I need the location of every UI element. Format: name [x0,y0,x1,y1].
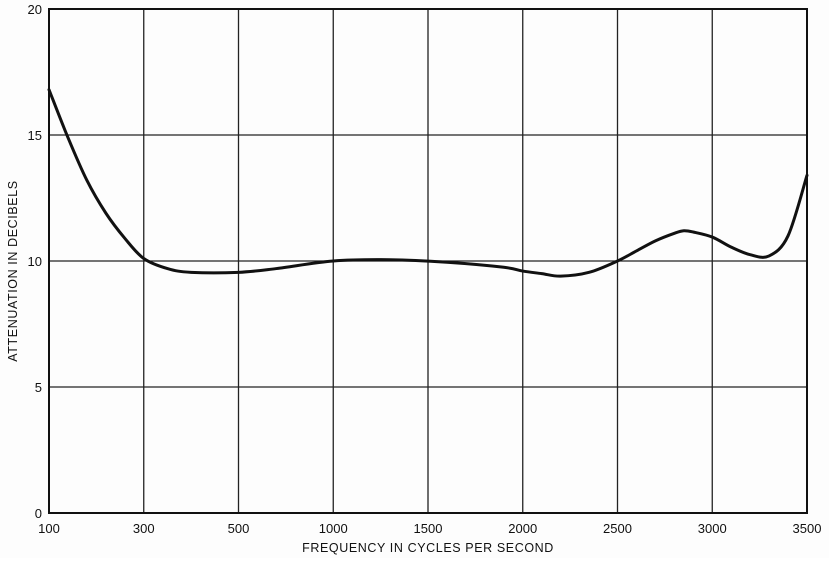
y-axis-title: ATTENUATION IN DECIBELS [6,180,20,361]
x-tick-label: 2000 [508,521,537,536]
x-tick-label: 1500 [414,521,443,536]
y-tick-label: 0 [35,506,42,521]
series-line-attenuation [47,88,809,278]
y-tick-label: 20 [28,2,42,17]
x-tick-label: 300 [133,521,155,536]
x-tick-label: 3000 [698,521,727,536]
x-tick-labels: 100 300 500 1000 1500 2000 2500 3000 3500 [38,521,821,536]
x-axis-title: FREQUENCY IN CYCLES PER SECOND [302,541,554,555]
y-tick-label: 5 [35,380,42,395]
y-tick-labels: 0 5 10 15 20 [28,2,42,521]
y-tick-label: 10 [28,254,42,269]
x-tick-label: 2500 [603,521,632,536]
x-tick-label: 1000 [319,521,348,536]
x-tick-label: 100 [38,521,60,536]
x-tick-label: 3500 [793,521,822,536]
plot-area-frame [48,8,808,514]
x-tick-label: 500 [228,521,250,536]
y-tick-label: 15 [28,128,42,143]
